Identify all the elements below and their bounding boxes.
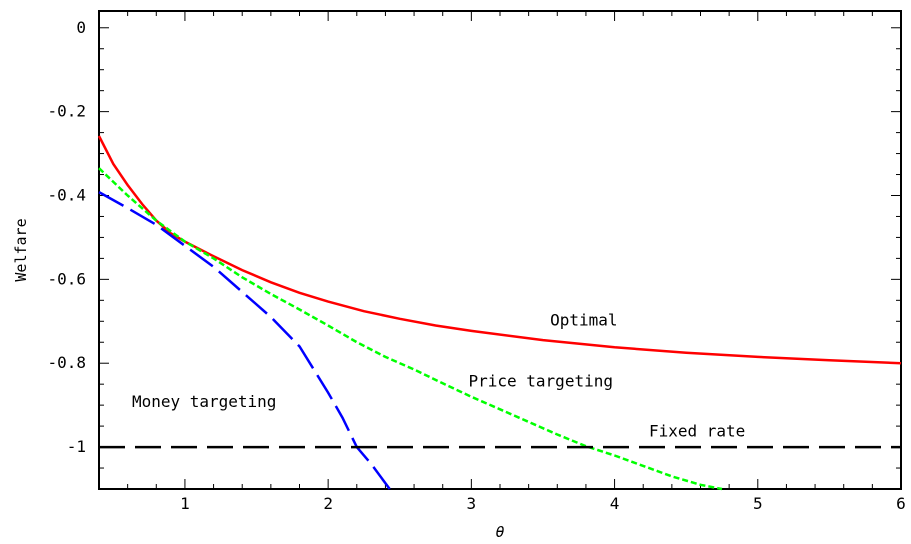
x-axis-ticks: 1 2 3 4 5 6 (98, 11, 906, 513)
series-line-0 (97, 135, 902, 365)
y-tick-label: -0.4 (47, 185, 86, 204)
annotation-label: Money targeting (132, 392, 276, 411)
x-axis-title: θ (495, 523, 504, 541)
annotation-label: Optimal (550, 310, 617, 329)
series-line-1 (98, 167, 723, 491)
plot-frame (98, 10, 902, 490)
annotation-label: Fixed rate (649, 422, 745, 441)
series-layer (97, 135, 902, 491)
annotation-layer: Optimal Price targeting Money targeting Fix… (132, 310, 745, 440)
annotation-label: Price targeting (468, 371, 613, 390)
y-axis-ticks: 0 -0.2 -0.4 -0.6 -0.8 -1 (47, 18, 901, 490)
y-tick-label: 0 (76, 18, 86, 37)
x-tick-label: 5 (753, 494, 763, 513)
x-tick-label: 3 (467, 494, 477, 513)
x-tick-label: 2 (323, 494, 333, 513)
y-tick-label: -1 (67, 437, 86, 456)
y-tick-label: -0.6 (47, 269, 86, 288)
y-tick-label: -0.8 (47, 353, 86, 372)
y-tick-label: -0.2 (47, 102, 86, 121)
y-axis-title: Welfare (12, 218, 30, 281)
series-line-2 (98, 191, 391, 490)
x-tick-label: 1 (180, 494, 190, 513)
x-tick-label: 6 (896, 494, 906, 513)
x-tick-label: 4 (610, 494, 620, 513)
